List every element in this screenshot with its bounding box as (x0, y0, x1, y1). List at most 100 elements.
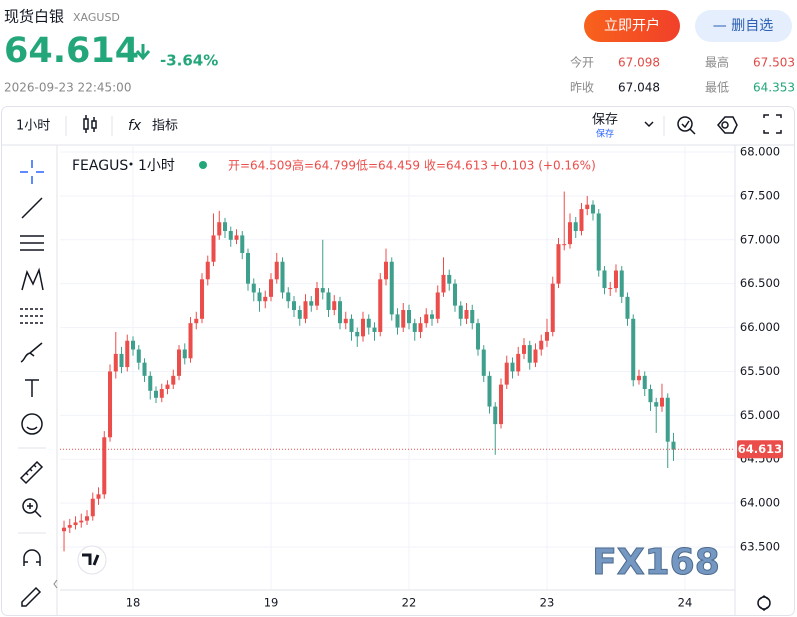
watermark: FX168 (592, 542, 720, 583)
datetime: 2026-09-23 22:45:00 (4, 81, 131, 95)
chart-card (1, 106, 795, 616)
collapse-handle[interactable] (53, 579, 58, 589)
save-button[interactable]: 保存 (592, 113, 618, 128)
candle-body (504, 362, 509, 385)
candle-body (556, 244, 561, 284)
y-tick-label: 63.500 (740, 539, 780, 553)
ohlc-legend: 收=64.613 (424, 159, 488, 173)
candle-body (648, 389, 653, 403)
open-account-label[interactable]: 立即开户 (604, 17, 660, 34)
candle-body (481, 349, 486, 376)
status-dot (199, 161, 207, 169)
brush-tool[interactable] (20, 342, 43, 363)
candle-body (567, 222, 572, 245)
candle-body (550, 283, 555, 332)
candle-body (165, 384, 170, 390)
crosshair-tool[interactable] (20, 160, 44, 184)
candle-body (102, 437, 107, 495)
candle-body (435, 292, 440, 319)
y-tick-label: 67.500 (740, 188, 780, 202)
stat-label: 昨收 (570, 81, 594, 95)
stat-label: 最高 (705, 55, 729, 70)
candle-body (596, 213, 601, 271)
line-tool[interactable] (21, 197, 43, 219)
candle-body (406, 310, 412, 324)
parallel-tool[interactable] (20, 235, 44, 251)
stat-label: 今开 (570, 55, 594, 70)
chart-type-icon[interactable] (83, 115, 97, 133)
candle-body (642, 375, 647, 390)
settings-icon[interactable] (717, 116, 738, 134)
candle-body (412, 323, 417, 332)
candle-body (67, 525, 72, 528)
candle-body (659, 397, 664, 407)
pattern-tool[interactable] (21, 267, 44, 291)
text-tool[interactable] (25, 379, 39, 397)
magnet-tool[interactable] (23, 549, 41, 566)
fib-tool[interactable] (20, 308, 44, 324)
candle-body (389, 261, 394, 315)
candle-body (257, 292, 262, 302)
indicator-icon[interactable]: fx (128, 118, 142, 134)
candle-body (395, 314, 400, 328)
last-price-label: 64.613 (738, 442, 782, 456)
candle-body (286, 292, 291, 302)
candle-body (487, 375, 492, 407)
ohlc-legend: 开=64.509 (228, 159, 292, 173)
x-tick-label: 18 (126, 596, 141, 610)
candle-body (245, 252, 251, 284)
candle-body (274, 261, 279, 280)
x-tick-label: 23 (540, 596, 555, 610)
candle-body (625, 296, 630, 319)
axis-settings-icon[interactable] (757, 595, 771, 611)
candle-body (148, 375, 153, 391)
candle-body (211, 235, 216, 262)
candle-body (585, 204, 590, 210)
stat-value: 67.503 (753, 56, 795, 70)
open-account-button[interactable] (584, 10, 680, 42)
candle-body (268, 279, 274, 297)
zoom-tool[interactable] (22, 498, 42, 518)
candle-body (297, 310, 302, 319)
ohlc-legend: +0.103 (+0.16%) (490, 159, 596, 173)
candle-body (314, 288, 320, 306)
indicators-button[interactable]: 指标 (152, 119, 178, 134)
interval-button[interactable]: 1小时 (16, 119, 50, 134)
candle-body (96, 494, 101, 499)
x-tick-label: 19 (264, 596, 279, 610)
candle-body (90, 498, 95, 517)
candle-body (182, 349, 187, 359)
candle-body (562, 244, 567, 246)
candle-body (332, 301, 337, 311)
save-dropdown[interactable] (644, 121, 654, 128)
ruler-tool[interactable] (19, 460, 44, 485)
lock-draw-tool[interactable] (21, 586, 42, 607)
emoji-tool[interactable] (21, 413, 43, 435)
candle-body (401, 310, 406, 328)
candle-body (372, 327, 377, 332)
candle-body (194, 318, 199, 324)
candle-body (205, 261, 210, 280)
remove-watch-label[interactable]: — 删自选 (713, 18, 773, 34)
y-tick-label: 65.500 (740, 364, 780, 378)
plot: 63.50064.00064.50065.00065.50066.00066.5… (60, 145, 783, 615)
candle-body (470, 310, 475, 324)
candle-body (360, 318, 366, 337)
candle-body (366, 318, 371, 328)
candle-body (602, 270, 607, 289)
candle-body (464, 310, 469, 319)
fullscreen-icon[interactable] (763, 114, 782, 134)
alert-icon[interactable] (677, 116, 696, 135)
candle-body (533, 349, 538, 363)
candle-body (291, 301, 297, 311)
candle-body (177, 349, 182, 376)
legend-interval: 1小时 (138, 158, 175, 174)
candle-body (539, 340, 544, 350)
tradingview-logo (77, 545, 107, 575)
candle-body (544, 331, 550, 341)
remove-watch-button[interactable] (695, 10, 792, 42)
candle-body (108, 371, 113, 438)
candle-body (418, 323, 423, 332)
candle-body (654, 402, 659, 407)
